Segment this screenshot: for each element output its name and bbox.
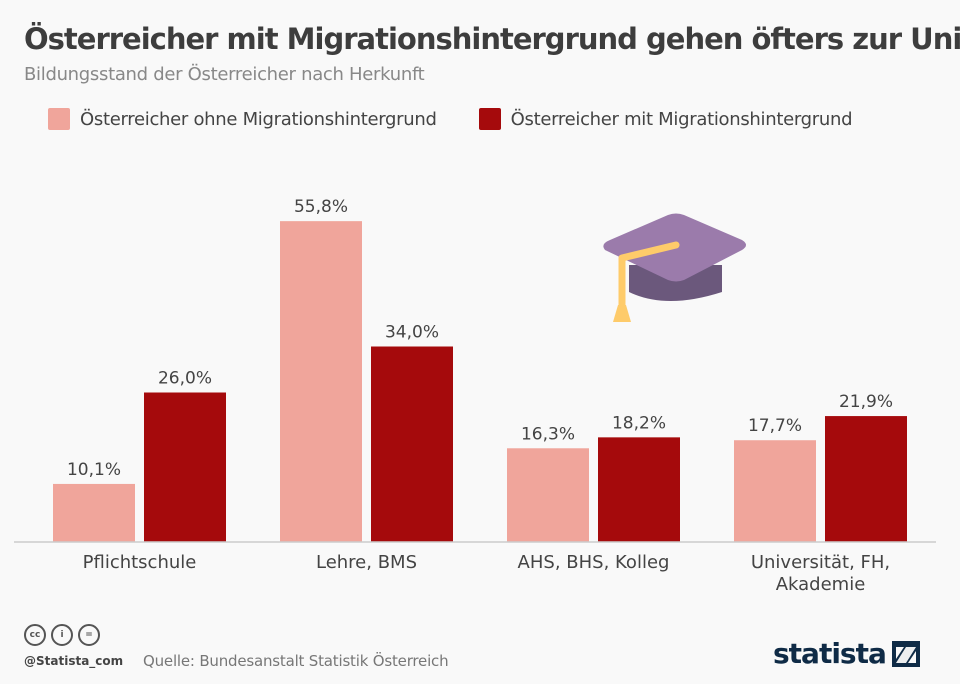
chart-title: Österreicher mit Migrationshintergrund g…	[24, 22, 960, 56]
bar-mit-1	[371, 346, 453, 542]
value-label: 18,2%	[612, 413, 666, 433]
cap-tassel	[613, 305, 631, 322]
value-label: 34,0%	[385, 323, 439, 343]
no-derivatives-icon: =	[78, 624, 100, 646]
legend: Österreicher ohne Migrationshintergrund …	[48, 108, 894, 130]
cc-icon: cc	[24, 624, 46, 646]
value-label: 21,9%	[839, 392, 893, 412]
value-label: 17,7%	[748, 416, 802, 436]
category-label: Lehre, BMS	[316, 552, 417, 573]
cap-base	[629, 265, 722, 301]
footer-source: Quelle: Bundesanstalt Statistik Österrei…	[143, 652, 449, 670]
bar-mit-2	[598, 437, 680, 542]
legend-label-ohne: Österreicher ohne Migrationshintergrund	[80, 108, 437, 130]
attribution-icon: i	[51, 624, 73, 646]
legend-swatch-ohne	[48, 108, 70, 130]
legend-item-mit: Österreicher mit Migrationshintergrund	[478, 108, 853, 130]
legend-label-mit: Österreicher mit Migrationshintergrund	[510, 108, 853, 130]
category-label: Pflichtschule	[83, 552, 197, 573]
category-label: Universität, FH, Akademie	[751, 552, 890, 595]
category-label: AHS, BHS, Kolleg	[518, 552, 670, 573]
bar-mit-0	[144, 392, 226, 542]
bar-ohne-0	[53, 483, 135, 542]
bar-ohne-2	[507, 448, 589, 542]
brand-text: statista	[773, 637, 887, 670]
value-label: 55,8%	[294, 197, 348, 217]
bar-ohne-1	[280, 221, 362, 542]
value-label: 26,0%	[158, 369, 212, 389]
value-label: 16,3%	[521, 424, 575, 444]
license-icons: cc i =	[24, 624, 100, 646]
value-label: 10,1%	[67, 460, 121, 480]
cap-tassel-cord	[618, 241, 680, 314]
bar-ohne-3	[734, 440, 816, 542]
graduation-cap-icon	[603, 213, 746, 322]
footer-handle: @Statista_com	[24, 654, 124, 668]
statista-mark-icon	[891, 640, 920, 667]
legend-swatch-mit	[478, 108, 501, 130]
chart-subtitle: Bildungsstand der Österreicher nach Herk…	[24, 64, 425, 85]
bar-mit-3	[825, 416, 907, 542]
statista-logo: statista	[773, 637, 920, 670]
legend-item-ohne: Österreicher ohne Migrationshintergrund	[48, 108, 437, 130]
